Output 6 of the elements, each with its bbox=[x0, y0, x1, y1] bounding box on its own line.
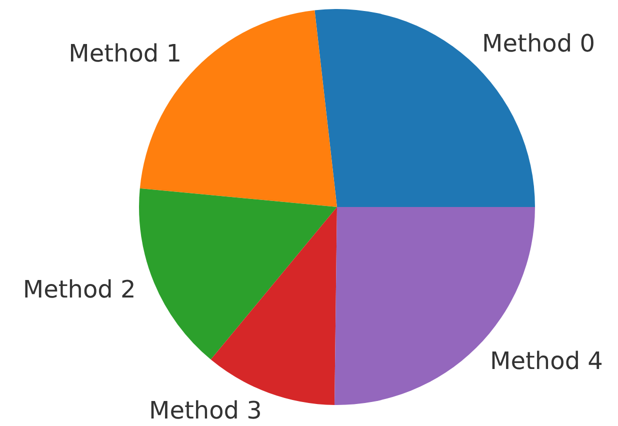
slice-label: Method 4 bbox=[490, 346, 603, 375]
slice-label: Method 2 bbox=[22, 275, 136, 304]
slice-label: Method 1 bbox=[68, 39, 182, 68]
slice-label: Method 3 bbox=[149, 396, 262, 424]
pie-slice bbox=[139, 188, 337, 360]
slice-label: Method 0 bbox=[482, 30, 595, 58]
